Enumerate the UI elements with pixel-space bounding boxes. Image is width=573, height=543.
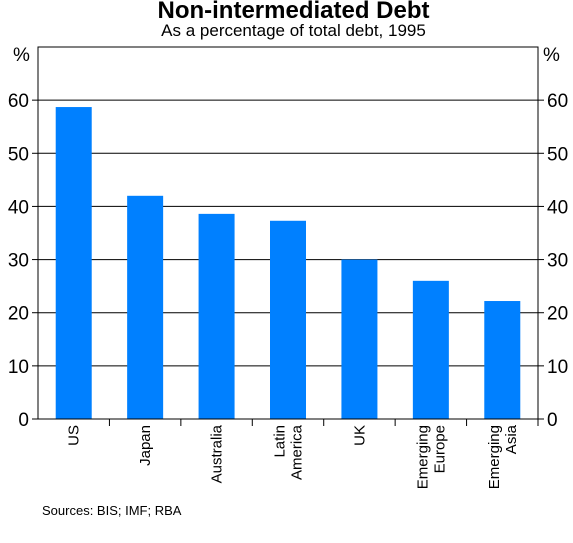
category-label: UK [351, 425, 368, 446]
bar [412, 280, 449, 419]
bar [127, 195, 164, 419]
y-tick-label-left: 50 [8, 144, 29, 165]
category-label-line: Australia [209, 424, 226, 483]
y-tick-label-left: 30 [8, 251, 29, 272]
y-tick-label-left: 10 [8, 357, 29, 378]
category-label-line: Emerging [486, 425, 503, 489]
category-label: Australia [209, 424, 226, 483]
source-note: Sources: BIS; IMF; RBA [42, 503, 182, 518]
y-tick-label-right: 40 [547, 197, 568, 218]
y-tick-label-left: 40 [8, 197, 29, 218]
category-label-line: Asia [503, 424, 520, 454]
y-tick-label-right: 10 [547, 357, 568, 378]
category-label-line: Europe [431, 425, 448, 473]
y-axis-unit-right: % [543, 45, 560, 66]
chart-title: Non-intermediated Debt [157, 0, 430, 24]
y-tick-label-right: 30 [547, 251, 568, 272]
chart-subtitle: As a percentage of total debt, 1995 [161, 21, 426, 40]
category-label: Latin America [272, 424, 306, 480]
bar [198, 213, 235, 419]
category-label-line: Latin [272, 425, 289, 458]
category-label-line: Japan [137, 425, 154, 466]
plot-frame [37, 46, 539, 420]
category-label-line: America [289, 424, 306, 480]
category-label-line: US [66, 425, 83, 446]
category-label: Emerging Asia [486, 424, 520, 489]
y-tick-label-right: 0 [547, 410, 558, 431]
bars [55, 107, 521, 420]
category-label: Emerging Europe [414, 425, 448, 489]
bar [484, 301, 521, 419]
category-label-line: Emerging [414, 425, 431, 489]
y-tick-label-right: 60 [547, 91, 568, 112]
axis-ticks: 0 0 10 10 20 20 30 30 40 40 50 50 60 60 [8, 91, 568, 431]
category-label: Japan [137, 425, 154, 466]
y-tick-label-right: 50 [547, 144, 568, 165]
category-label-line: UK [351, 425, 368, 446]
bar [55, 107, 92, 420]
y-axis-unit-left: % [13, 45, 30, 66]
bar [341, 259, 378, 419]
y-tick-label-left: 60 [8, 91, 29, 112]
category-label: US [66, 425, 83, 446]
y-tick-label-left: 20 [8, 304, 29, 325]
y-tick-label-left: 0 [18, 410, 29, 431]
bar [270, 220, 306, 419]
category-labels: US Japan Australia Latin America UK Emerging Eu… [66, 424, 520, 489]
y-tick-label-right: 20 [547, 304, 568, 325]
